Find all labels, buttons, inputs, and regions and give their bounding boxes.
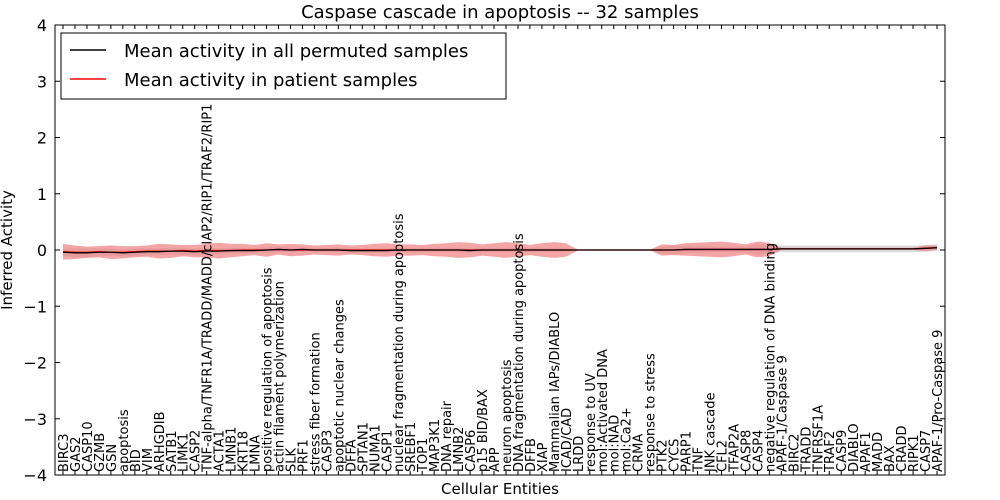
x-tick-label: XIAP bbox=[536, 442, 551, 472]
x-tick-label: GSN bbox=[105, 444, 120, 472]
x-tick-label: TFAP2A bbox=[727, 424, 742, 473]
x-tick-label: SATB1 bbox=[165, 430, 180, 472]
x-tick-label: positive regulation of apoptosis bbox=[261, 267, 276, 472]
x-tick-label: APAF-1/Pro-Caspase 9 bbox=[931, 330, 946, 472]
x-tick-label: APAF1 bbox=[859, 431, 874, 472]
x-tick-label: neuron apoptosis bbox=[500, 359, 515, 472]
x-tick-label: TRAF2 bbox=[823, 431, 838, 473]
x-axis-label: Cellular Entities bbox=[441, 480, 559, 498]
y-tick-label: 1 bbox=[37, 185, 47, 204]
x-tick-label: TNF-alpha/TNFR1A/TRADD/MADD/cIAP2/RIP1/T… bbox=[201, 104, 216, 473]
x-tick-label: LMNA bbox=[249, 435, 264, 472]
legend-label-permuted: Mean activity in all permuted samples bbox=[124, 41, 468, 62]
y-tick-label: −4 bbox=[23, 466, 47, 485]
x-tick-label: JNK cascade bbox=[704, 393, 719, 473]
x-tick-label: SLK bbox=[284, 448, 299, 472]
plot-border bbox=[54, 24, 946, 476]
x-tick-label: BID bbox=[129, 449, 144, 472]
x-tick-label: stress fiber formation bbox=[308, 332, 323, 472]
x-tick-label: negative regulation of DNA binding bbox=[763, 243, 778, 472]
x-tick-label: DNA repair bbox=[440, 400, 455, 472]
x-tick-label: CASP8 bbox=[739, 430, 754, 472]
legend-box bbox=[60, 32, 507, 100]
y-tick-label: 3 bbox=[37, 72, 47, 91]
legend: Mean activity in all permuted samples Me… bbox=[60, 32, 507, 100]
legend-label-patient: Mean activity in patient samples bbox=[124, 70, 418, 91]
x-tick-label: NUMA1 bbox=[368, 424, 383, 472]
x-tick-label: KRT18 bbox=[237, 431, 252, 472]
x-tick-label: DNA fragmentation during apoptosis bbox=[512, 233, 527, 472]
x-tick-label: apoptotic nuclear changes bbox=[332, 299, 347, 472]
line-permuted bbox=[62, 247, 938, 254]
y-tick-label: −1 bbox=[23, 297, 47, 316]
y-tick-label: 2 bbox=[37, 129, 47, 148]
x-tick-label: CASP9 bbox=[835, 430, 850, 472]
x-tick-label: LIMK1 bbox=[177, 433, 192, 472]
x-tick-label: mol:Ca2+ bbox=[620, 407, 635, 472]
x-tick-label: CASP6 bbox=[464, 430, 479, 472]
x-tick-label: LRDD bbox=[572, 436, 587, 472]
x-tick-label: BIRC3 bbox=[57, 434, 72, 473]
x-tick-label: PTK2 bbox=[656, 439, 671, 472]
y-tick-label: −2 bbox=[23, 354, 47, 373]
x-tick-label: MADD bbox=[871, 432, 886, 472]
y-tick-label: 0 bbox=[37, 241, 47, 260]
x-tick-label: TRADD bbox=[799, 427, 814, 473]
x-tick-label: CASP3 bbox=[320, 430, 335, 472]
x-tick-label: MAP3K1 bbox=[428, 419, 443, 472]
series-lines bbox=[62, 247, 938, 254]
y-axis-ticks: −4 −3 −2 −1 0 1 2 3 4 bbox=[23, 16, 945, 485]
x-tick-label: CASP1 bbox=[380, 430, 395, 472]
x-tick-label: LMNB1 bbox=[225, 427, 240, 472]
x-tick-label: LMNB2 bbox=[452, 427, 467, 472]
x-tick-label: RIPK1 bbox=[907, 434, 922, 472]
x-tick-label: Mammalian IAPs/DIABLO bbox=[548, 312, 563, 472]
x-tick-label: PRF1 bbox=[296, 439, 311, 472]
x-tick-label: CASP2 bbox=[189, 430, 204, 472]
x-tick-label: SREBF1 bbox=[404, 422, 419, 472]
x-tick-label: mol:NAD bbox=[608, 415, 623, 472]
x-tick-labels: BIRC3GAS2CASP10GZMBGSNapoptosisBIDVIMARH… bbox=[57, 104, 946, 473]
x-tick-label: ICAD/CAD bbox=[560, 408, 575, 472]
y-tick-label: 4 bbox=[37, 16, 47, 35]
x-tick-label: BIRC2 bbox=[787, 434, 802, 473]
x-tick-label: TNFRSF1A bbox=[811, 405, 826, 473]
x-tick-label: CFL2 bbox=[715, 440, 730, 472]
x-tick-label: nuclear fragmentation during apoptosis bbox=[392, 213, 407, 472]
x-tick-label: TNF bbox=[692, 447, 707, 473]
x-tick-label: GAS2 bbox=[69, 437, 84, 473]
x-tick-label: response to stress bbox=[644, 353, 659, 472]
x-tick-label: SPTAN1 bbox=[356, 422, 371, 472]
x-tick-label: TOP1 bbox=[416, 438, 431, 473]
x-tick-label: CRADD bbox=[895, 426, 910, 473]
x-tick-label: BAX bbox=[883, 445, 898, 472]
x-tick-label: p15 BID/BAX bbox=[476, 389, 491, 472]
x-tick-label: apoptosis bbox=[117, 409, 132, 472]
x-tick-label: ACTA1 bbox=[213, 430, 228, 472]
x-tick-label: CYCS bbox=[668, 439, 683, 472]
x-tick-label: CRMA bbox=[632, 434, 647, 472]
x-tick-label: CASP4 bbox=[751, 430, 766, 472]
x-tick-label: ARHGDIB bbox=[153, 411, 168, 472]
x-tick-label: DFFB bbox=[524, 438, 539, 472]
x-tick-label: APAF-1/Caspase 9 bbox=[775, 355, 790, 472]
x-tick-label: DIABLO bbox=[847, 423, 862, 472]
chart-title: Caspase cascade in apoptosis -- 32 sampl… bbox=[301, 2, 699, 23]
x-tick-label: CASP7 bbox=[919, 430, 934, 472]
x-tick-label: response to UV bbox=[584, 373, 599, 472]
x-axis-ticks bbox=[62, 25, 938, 475]
x-tick-label: VIM bbox=[141, 448, 156, 472]
x-tick-label: APP bbox=[488, 447, 503, 472]
x-tick-label: actin filament polymerization bbox=[273, 281, 288, 472]
x-tick-label: CASP10 bbox=[81, 421, 96, 472]
y-tick-label: −3 bbox=[23, 410, 47, 429]
y-axis-label: Inferred Activity bbox=[0, 190, 16, 310]
x-tick-label: DFFA bbox=[344, 439, 359, 472]
x-tick-label: PARP1 bbox=[680, 431, 695, 472]
plot-area: BIRC3GAS2CASP10GZMBGSNapoptosisBIDVIMARH… bbox=[23, 16, 946, 485]
x-tick-label: mol:Activated DNA bbox=[596, 349, 611, 472]
x-tick-label: GZMB bbox=[93, 433, 108, 472]
